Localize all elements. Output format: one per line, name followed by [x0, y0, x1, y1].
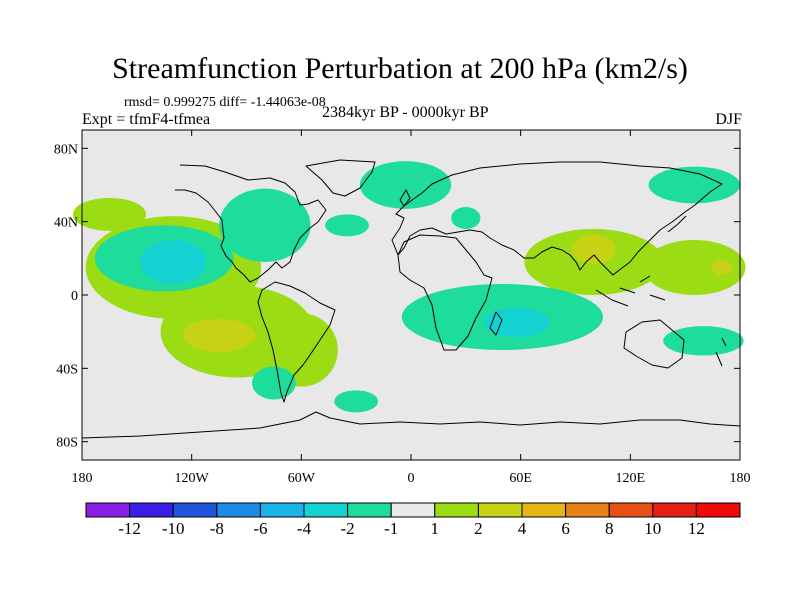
colorbar-swatch — [390, 502, 436, 518]
x-tick-label: 180 — [730, 471, 751, 486]
colorbar-label: 2 — [474, 519, 483, 538]
coastline-greenland — [305, 159, 376, 197]
colorbar-swatch — [434, 502, 479, 518]
contour-region — [251, 366, 296, 400]
x-tick-label: 120E — [616, 471, 646, 486]
coastline-indonesia — [595, 275, 666, 307]
colorbar-label: -6 — [253, 519, 267, 538]
contour-region — [334, 390, 379, 413]
colorbar-label: -12 — [118, 519, 141, 538]
colorbar: -12 -10 -8 -6 -4 -2 -1 1 2 4 6 8 10 12 — [85, 502, 741, 538]
colorbar-label: -4 — [297, 519, 312, 538]
coastline-north-america — [175, 164, 327, 283]
colorbar-label: -10 — [162, 519, 185, 538]
colorbar-swatch — [565, 502, 610, 518]
y-tick-label: 40S — [56, 362, 78, 377]
x-tick-label: 180 — [72, 471, 93, 486]
contour-region — [182, 318, 256, 352]
colorbar-label: 1 — [431, 519, 440, 538]
contour-region — [484, 307, 550, 338]
colorbar-label: 10 — [644, 519, 661, 538]
x-tick-label: 0 — [408, 471, 415, 486]
contour-region — [643, 240, 746, 295]
contour-region — [663, 326, 744, 356]
coastlines — [81, 159, 741, 439]
colorbar-swatch — [259, 502, 305, 518]
colorbar-swatch — [85, 502, 131, 518]
y-tick-label: 0 — [71, 289, 78, 304]
contour-region — [325, 214, 369, 237]
coastline-new-zealand — [715, 337, 727, 367]
chart-title: Streamfunction Perturbation at 200 hPa (… — [112, 52, 688, 85]
contour-region — [359, 161, 452, 209]
axis-ticks: 180 120W 60W 0 60E 120E 180 80N 40N 0 40S 80S — [54, 130, 751, 486]
x-tick-label: 60W — [288, 471, 316, 486]
coastline-africa — [397, 234, 493, 351]
colorbar-label: 4 — [518, 519, 527, 538]
experiment-label: Expt = tfmF4-tfmea — [82, 111, 211, 128]
colorbar-swatch — [695, 502, 741, 518]
colorbar-swatch — [129, 502, 174, 518]
season-label: DJF — [715, 111, 742, 128]
colorbar-swatch — [521, 502, 567, 518]
period-label: 2384kyr BP - 0000kyr BP — [322, 104, 489, 121]
contour-region — [72, 197, 146, 231]
contour-region — [451, 207, 481, 229]
colorbar-label: -8 — [210, 519, 224, 538]
contour-region — [648, 166, 740, 204]
contour-region — [710, 260, 733, 275]
coastline-japan — [667, 215, 687, 233]
colorbar-label: 6 — [561, 519, 570, 538]
colorbar-label: -2 — [341, 519, 355, 538]
coastline-uk — [399, 189, 411, 207]
coastline-antarctica — [81, 411, 741, 439]
colorbar-label: -1 — [384, 519, 398, 538]
colorbar-swatch — [216, 502, 261, 518]
colorbar-swatch — [652, 502, 697, 518]
x-tick-label: 60E — [509, 471, 532, 486]
coastline-australia — [623, 319, 685, 369]
y-tick-label: 80N — [54, 142, 78, 157]
colorbar-swatch — [347, 502, 392, 518]
contour-region — [571, 234, 616, 264]
colorbar-swatch — [477, 502, 523, 518]
coastline-south-america — [257, 281, 336, 403]
coastline-madagascar — [489, 311, 503, 336]
colorbar-swatch — [608, 502, 654, 518]
stats-line: rmsd= 0.999275 diff= -1.44063e-08 — [124, 95, 326, 110]
contour-regions — [72, 161, 746, 413]
colorbar-label: 8 — [605, 519, 614, 538]
colorbar-swatch — [172, 502, 218, 518]
contour-region — [219, 188, 311, 262]
colorbar-label: 12 — [688, 519, 705, 538]
contour-region — [140, 240, 207, 284]
x-tick-label: 120W — [175, 471, 210, 486]
coastline-eurasia — [391, 161, 723, 276]
colorbar-swatch — [303, 502, 349, 518]
y-tick-label: 80S — [56, 436, 78, 451]
y-tick-label: 40N — [54, 216, 78, 231]
